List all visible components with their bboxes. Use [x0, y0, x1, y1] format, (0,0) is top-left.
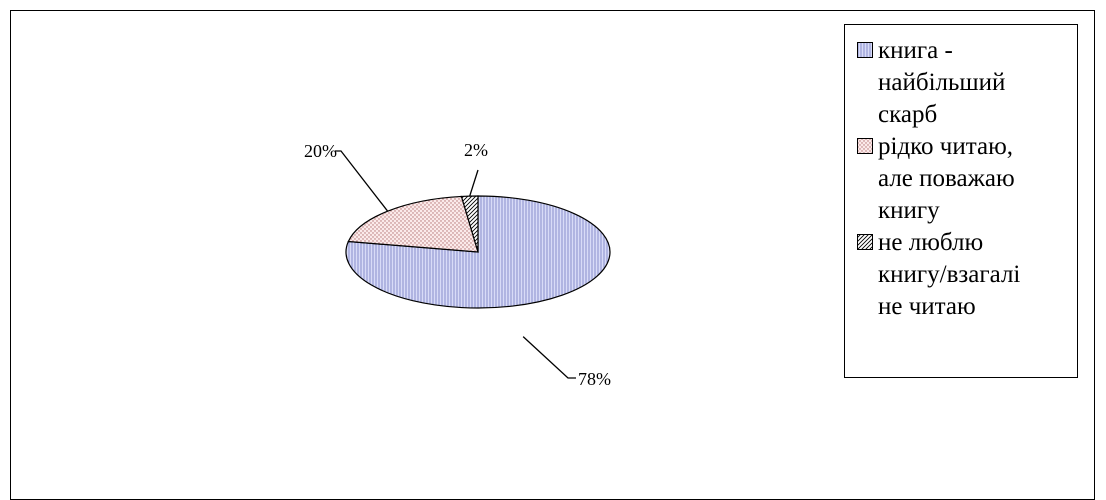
data-label-dont-read: 2%: [464, 140, 488, 160]
legend: книга - найбільший скарб рідко читаю, ал…: [844, 24, 1078, 378]
legend-label: книга - найбільший скарб: [878, 37, 1006, 128]
legend-label: не люблю книгу/взагалі не читаю: [878, 229, 1021, 320]
legend-label: рідко читаю, але поважаю книгу: [878, 133, 1015, 224]
legend-item-rarely-read: рідко читаю, але поважаю книгу: [857, 131, 1071, 227]
pie-chart: 78% 20% 2%: [304, 140, 611, 389]
data-label-book-treasure: 78%: [578, 369, 611, 389]
leader-line-book-treasure: [522, 336, 576, 379]
legend-swatch-dots: [857, 138, 873, 154]
leader-line-dont-read: [469, 169, 479, 197]
pie-slice-dont-read: [460, 195, 479, 253]
legend-swatch-stripes: [857, 42, 873, 58]
data-label-rarely-read: 20%: [304, 141, 337, 161]
pie-slice-rarely-read: [347, 195, 479, 253]
legend-item-book-treasure: книга - найбільший скарб: [857, 35, 1071, 131]
leader-line-rarely-read: [335, 150, 389, 212]
legend-swatch-hatch: [857, 234, 873, 250]
legend-item-dont-read: не люблю книгу/взагалі не читаю: [857, 227, 1071, 323]
